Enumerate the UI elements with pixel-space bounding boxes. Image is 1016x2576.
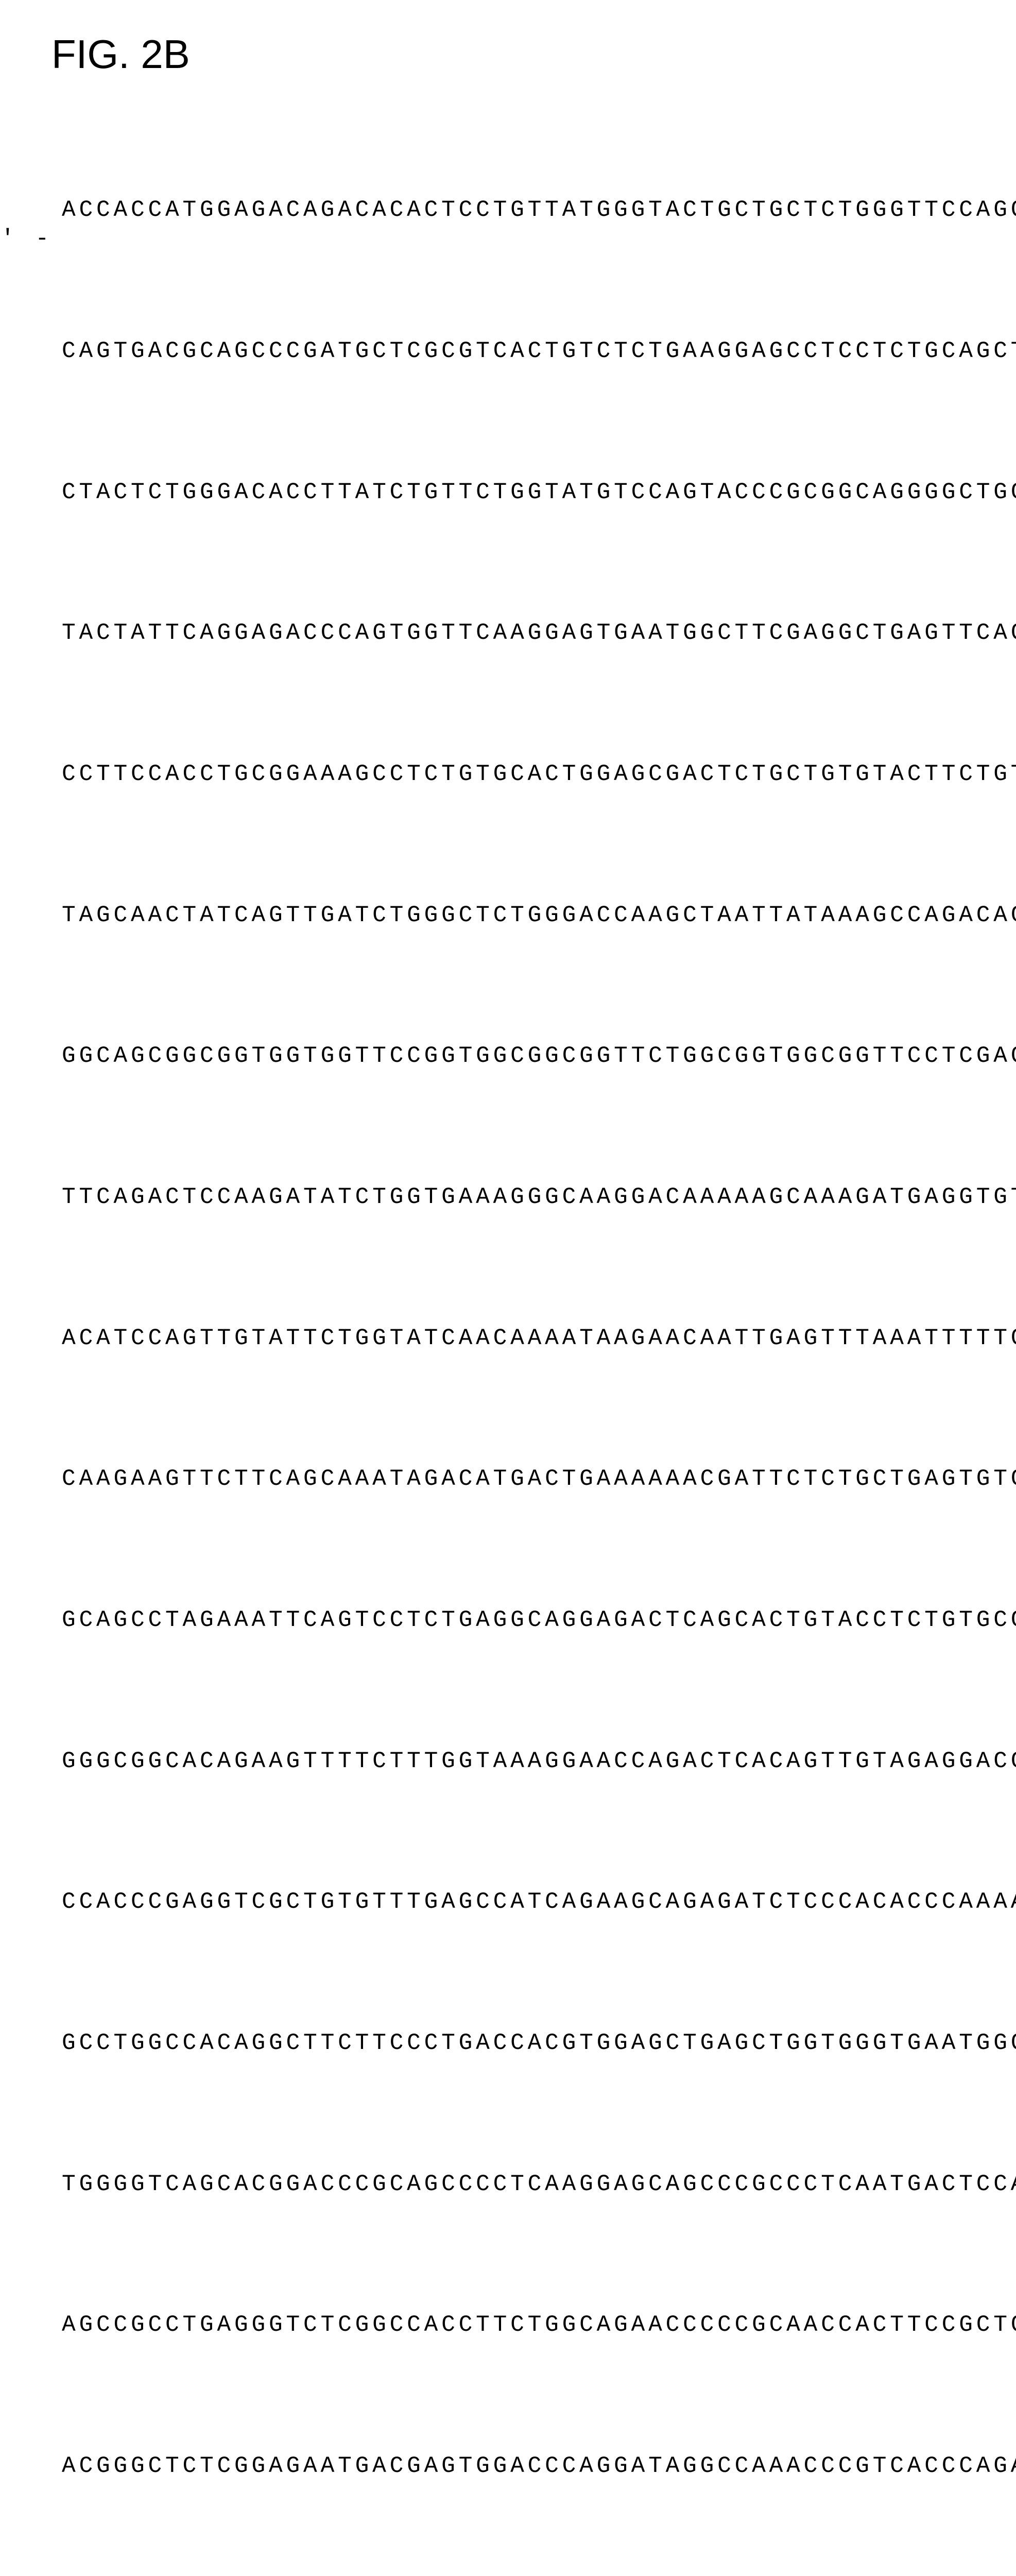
- sequence-line: GCCTGGCCACAGGCTTCTTCCCTGACCACGTGGAGCTGAG…: [62, 2020, 975, 2067]
- sequence-line: GGGCGGCACAGAAGTTTTCTTTGGTAAAGGAACCAGACTC…: [62, 1738, 975, 1785]
- sequence-block: 5' - ACCACCATGGAGACAGACACACTCCTGTTATGGGT…: [62, 93, 975, 2576]
- sequence-line: TTCAGACTCCAAGATATCTGGTGAAAGGGCAAGGACAAAA…: [62, 1174, 975, 1221]
- sequence-line: TACTATTCAGGAGACCCAGTGGTTCAAGGAGTGAATGGCT…: [62, 610, 975, 657]
- five-prime-label: 5' -: [0, 216, 53, 263]
- sequence-line: TGGGGTCAGCACGGACCCGCAGCCCCTCAAGGAGCAGCCC…: [62, 2161, 975, 2208]
- sequence-line: CTACTCTGGGACACCTTATCTGTTCTGGTATGTCCAGTAC…: [62, 469, 975, 516]
- page-container: FIG. 2B 5' - ACCACCATGGAGACAGACACACTCCTG…: [0, 0, 1016, 2576]
- sequence-line: CCACCCGAGGTCGCTGTGTTTGAGCCATCAGAAGCAGAGA…: [62, 1879, 975, 1926]
- sequence-line: TAGCAACTATCAGTTGATCTGGGCTCTGGGACCAAGCTAA…: [62, 892, 975, 939]
- sequence-row-first: 5' - ACCACCATGGAGACAGACACACTCCTGTTATGGGT…: [62, 187, 975, 234]
- figure-label: FIG. 2B: [51, 31, 975, 78]
- sequence-line: CCTTCCACCTGCGGAAAGCCTCTGTGCACTGGAGCGACTC…: [62, 751, 975, 798]
- sequence-line: CAGTGACGCAGCCCGATGCTCGCGTCACTGTCTCTGAAGG…: [62, 328, 975, 375]
- sequence-line: GGCAGCGGCGGTGGTGGTTCCGGTGGCGGCGGTTCTGGCG…: [62, 1033, 975, 1080]
- sequence-line: CAAGAAGTTCTTCAGCAAATAGACATGACTGAAAAAACGA…: [62, 1456, 975, 1503]
- sequence-line: ACCACCATGGAGACAGACACACTCCTGTTATGGGTACTGC…: [62, 187, 1016, 234]
- sequence-line: AGCCGCCTGAGGGTCTCGGCCACCTTCTGGCAGAACCCCC…: [62, 2302, 975, 2349]
- sequence-line: ACATCCAGTTGTATTCTGGTATCAACAAAATAAGAACAAT…: [62, 1315, 975, 1362]
- sequence-line: GCAGCCTAGAAATTCAGTCCTCTGAGGCAGGAGACTCAGC…: [62, 1597, 975, 1644]
- sequence-line: ACGGGCTCTCGGAGAATGACGAGTGGACCCAGGATAGGCC…: [62, 2443, 975, 2490]
